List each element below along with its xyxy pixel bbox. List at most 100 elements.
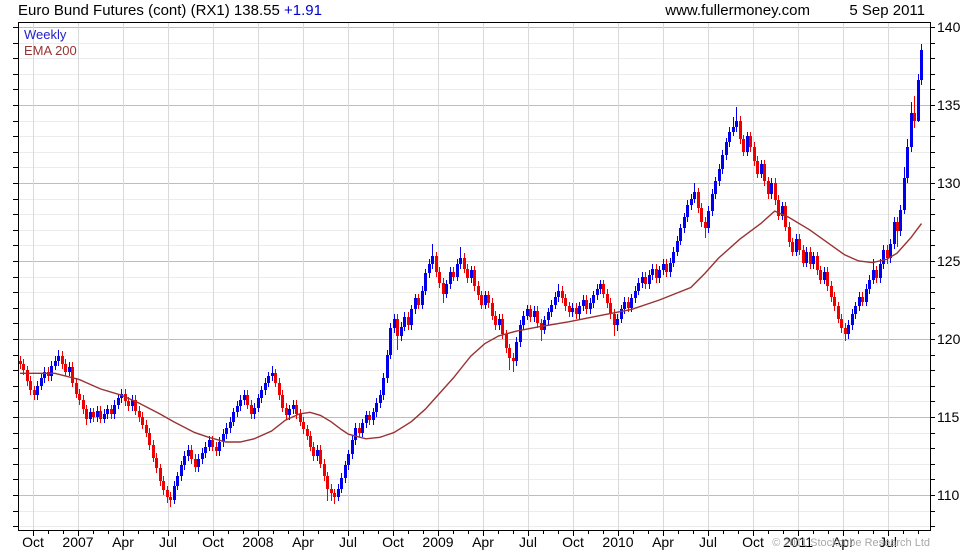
candle-down <box>159 464 162 486</box>
candle-up <box>760 160 763 178</box>
candle-down <box>753 142 756 166</box>
candle-down <box>285 403 288 420</box>
candle-up <box>847 320 850 339</box>
candle-down <box>438 267 441 288</box>
candle-up <box>456 259 459 281</box>
candle-up <box>201 448 204 464</box>
candle-up <box>686 200 689 222</box>
candle-up <box>449 267 452 289</box>
candle-down <box>826 267 829 291</box>
candle-up <box>271 366 274 381</box>
ema-line <box>20 210 923 443</box>
candle-down <box>756 156 759 178</box>
candle-down <box>494 311 497 330</box>
candle-up <box>117 394 120 409</box>
candle-down <box>861 292 864 306</box>
copyright-notice: © 2011 Stockcube Research Ltd <box>772 537 930 549</box>
candle-down <box>487 291 490 308</box>
candle-down <box>777 195 780 220</box>
x-axis-label: Apr <box>472 534 494 550</box>
candle-down <box>840 314 843 333</box>
candle-up <box>365 411 368 428</box>
y-axis-label: 130 <box>937 175 961 191</box>
candle-down <box>368 411 371 425</box>
candle-up <box>445 280 448 298</box>
x-axis-label: Oct <box>382 534 404 550</box>
candle-up <box>43 367 46 383</box>
x-axis-label: Oct <box>742 534 764 550</box>
candle-down <box>665 259 668 277</box>
candle-down <box>333 489 336 504</box>
candle-up <box>658 266 661 283</box>
candle-down <box>281 390 284 412</box>
candle-up <box>899 205 902 236</box>
candle-up <box>340 473 343 493</box>
candle-up <box>676 236 679 256</box>
candle-down <box>739 116 742 144</box>
candle-up <box>229 417 232 433</box>
candle-up <box>197 454 200 472</box>
candle-up <box>382 373 385 400</box>
x-axis-label: Oct <box>562 534 584 550</box>
candle-down <box>138 406 141 422</box>
candle-down <box>148 428 151 450</box>
candle-up <box>641 272 644 288</box>
candle-up <box>920 44 923 85</box>
candle-up <box>431 244 434 269</box>
candle-up <box>690 194 693 210</box>
candle-down <box>466 264 469 283</box>
candle-up <box>693 183 696 203</box>
candle-up <box>725 138 728 160</box>
candle-down <box>491 298 494 320</box>
candle-up <box>868 275 871 294</box>
candle-up <box>96 406 99 422</box>
candle-down <box>134 395 137 415</box>
candle-up <box>662 259 665 275</box>
candle-up <box>795 234 798 256</box>
candle-up <box>428 259 431 278</box>
candle-up <box>679 224 682 245</box>
candle-up <box>543 316 546 334</box>
candle-down <box>788 222 791 247</box>
candle-up <box>288 405 291 420</box>
y-axis-label: 140 <box>937 19 961 35</box>
candle-down <box>613 309 616 336</box>
candle-up <box>735 107 738 132</box>
candle-up <box>257 394 260 412</box>
x-axis-label: 2010 <box>602 534 633 550</box>
candle-up <box>103 409 106 423</box>
x-axis-label: Jul <box>879 534 897 550</box>
candle-down <box>194 454 197 472</box>
price-change: +1.91 <box>283 2 322 19</box>
candle-up <box>386 350 389 383</box>
candle-down <box>819 266 822 284</box>
candle-up <box>718 164 721 186</box>
candle-down <box>309 431 312 451</box>
candle-up <box>89 408 92 423</box>
candle-up <box>889 239 892 263</box>
candle-down <box>85 405 88 425</box>
candle-up <box>50 361 53 381</box>
candle-up <box>375 398 378 417</box>
candle-up <box>424 269 427 295</box>
candle-up <box>470 266 473 283</box>
candle-down <box>564 294 567 311</box>
candle-up <box>106 405 109 419</box>
candle-down <box>407 312 410 330</box>
candle-down <box>816 252 819 275</box>
candle-up <box>354 423 357 445</box>
candle-up <box>533 306 536 322</box>
candle-up <box>232 408 235 426</box>
candle-down <box>568 302 571 317</box>
website-label: www.fullermoney.com <box>665 2 810 19</box>
candle-down <box>312 442 315 461</box>
candle-up <box>372 408 375 425</box>
candle-down <box>145 420 148 437</box>
candle-up <box>522 311 525 330</box>
candle-up <box>732 117 735 136</box>
candle-down <box>152 440 155 462</box>
candle-down <box>655 264 658 283</box>
candle-down <box>299 409 302 426</box>
candle-up <box>823 267 826 284</box>
candle-up <box>243 390 246 405</box>
